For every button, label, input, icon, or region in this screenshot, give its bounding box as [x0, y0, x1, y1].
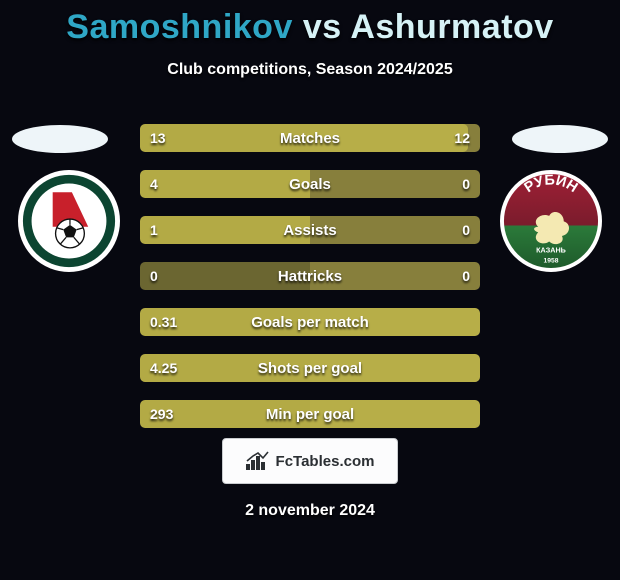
comparison-title: Samoshnikov vs Ashurmatov [0, 0, 620, 47]
footer-date: 2 november 2024 [0, 502, 620, 520]
player2-name: Ashurmatov [350, 8, 553, 46]
stat-bar-row: Min per goal293 [140, 400, 480, 428]
stat-bar-fill-right [310, 354, 480, 382]
stat-bar-row: Shots per goal4.25 [140, 354, 480, 382]
rubin-icon: РУБИН КАЗАНЬ 1958 [503, 173, 599, 269]
stat-bars-container: Matches1312 Goals40 Assists10 Hattricks00 Go… [140, 124, 480, 446]
stat-bar-row: Goals per match0.31 [140, 308, 480, 336]
stat-bar-fill-left [140, 308, 310, 336]
club-badge-left [18, 170, 120, 272]
stat-bar-fill-right [310, 124, 468, 152]
stat-bar-fill-right [310, 308, 480, 336]
vs-separator: vs [293, 8, 350, 46]
svg-text:КАЗАНЬ: КАЗАНЬ [536, 246, 566, 255]
stat-bar-fill-left [140, 400, 310, 428]
stat-bar-row: Matches1312 [140, 124, 480, 152]
stat-bar-fill-left [140, 216, 310, 244]
ellipse-shadow-right [512, 125, 608, 153]
stat-bar-row: Goals40 [140, 170, 480, 198]
fctables-logo-icon [246, 450, 270, 472]
svg-text:1958: 1958 [544, 257, 559, 264]
club-badge-right: РУБИН КАЗАНЬ 1958 [500, 170, 602, 272]
player1-name: Samoshnikov [66, 8, 293, 46]
stat-bar-fill-left [140, 124, 310, 152]
comparison-subtitle: Club competitions, Season 2024/2025 [0, 61, 620, 79]
stat-bar-fill-right [310, 400, 480, 428]
ellipse-shadow-left [12, 125, 108, 153]
footer-attribution: FcTables.com [222, 438, 398, 484]
footer-text: FcTables.com [276, 453, 375, 470]
stat-bar-fill-left [140, 170, 310, 198]
lokomotiv-icon [21, 173, 117, 269]
stat-bar-row: Assists10 [140, 216, 480, 244]
stat-bar-row: Hattricks00 [140, 262, 480, 290]
stat-bar-fill-left [140, 354, 310, 382]
